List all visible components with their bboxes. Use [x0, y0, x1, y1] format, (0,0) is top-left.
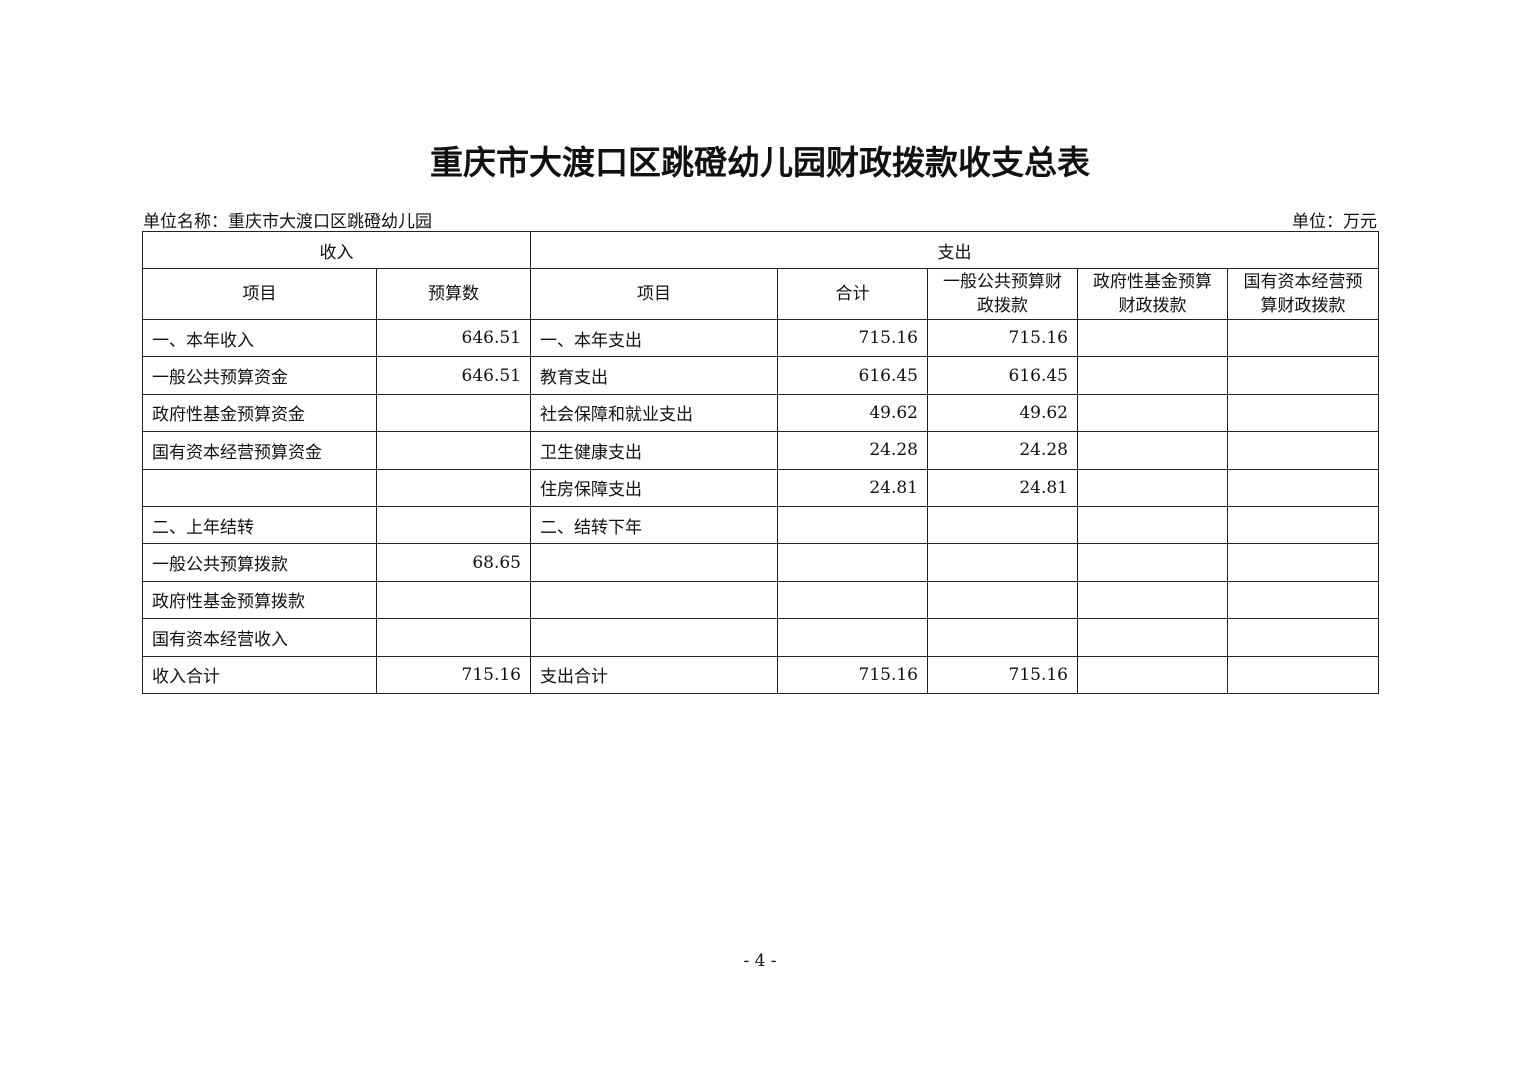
column-header: 合计 [777, 268, 928, 320]
page-number: - 4 - [743, 951, 777, 971]
column-header: 项目 [142, 268, 377, 320]
budget-summary-table: 收入 支出 项目 预算数 项目 合计 一般公共预算财政拨款 政府性基金预算财政拨… [142, 231, 1380, 694]
table-cell [142, 468, 377, 507]
table-cell [376, 580, 531, 620]
table-cell: 616.45 [777, 356, 928, 395]
table-cell: 715.16 [376, 655, 531, 694]
table-cell [1077, 543, 1228, 582]
column-header-row: 项目 预算数 项目 合计 一般公共预算财政拨款 政府性基金预算财政拨款 国有资本… [142, 268, 1380, 320]
table-row: 政府性基金预算资金 社会保障和就业支出 49.62 49.62 [142, 393, 1380, 433]
table-row: 国有资本经营收入 [142, 618, 1380, 657]
table-cell [1226, 505, 1380, 545]
table-cell: 政府性基金预算拨款 [142, 580, 377, 620]
table-cell: 715.16 [927, 318, 1078, 358]
table-cell [1077, 318, 1228, 358]
table-cell [530, 618, 778, 657]
table-cell [1077, 505, 1228, 545]
column-header: 项目 [530, 268, 778, 320]
table-cell: 一、本年收入 [142, 318, 377, 358]
table-cell [1077, 468, 1228, 507]
table-cell: 646.51 [376, 356, 531, 395]
table-cell [777, 543, 928, 582]
table-cell [1226, 431, 1380, 470]
table-cell [376, 393, 531, 433]
expense-group-header: 支出 [529, 231, 1380, 269]
table-cell: 68.65 [376, 543, 531, 582]
table-cell [927, 580, 1078, 620]
table-cell: 一般公共预算拨款 [142, 543, 377, 582]
table-cell: 49.62 [777, 393, 928, 433]
table-row: 国有资本经营预算资金 卫生健康支出 24.28 24.28 [142, 431, 1380, 470]
table-cell [1226, 393, 1380, 433]
table-cell: 收入合计 [142, 655, 377, 694]
table-row: 一般公共预算资金 646.51 教育支出 616.45 616.45 [142, 356, 1380, 395]
table-row: 收入合计 715.16 支出合计 715.16 715.16 [142, 655, 1380, 694]
page-title: 重庆市大渡口区跳磴幼儿园财政拨款收支总表 [430, 143, 1090, 182]
currency-unit-label: 单位：万元 [1292, 212, 1377, 232]
table-cell [927, 543, 1078, 582]
table-cell [1226, 618, 1380, 657]
table-cell [777, 580, 928, 620]
column-header: 预算数 [376, 268, 531, 320]
table-cell [1226, 580, 1380, 620]
table-cell [376, 505, 531, 545]
table-cell [376, 468, 531, 507]
table-cell [1226, 356, 1380, 395]
table-cell: 教育支出 [530, 356, 778, 395]
table-cell: 49.62 [927, 393, 1078, 433]
table-cell: 卫生健康支出 [530, 431, 778, 470]
table-cell: 24.81 [927, 468, 1078, 507]
table-cell: 国有资本经营预算资金 [142, 431, 377, 470]
income-group-header: 收入 [142, 231, 531, 269]
table-cell [1226, 543, 1380, 582]
table-row: 一般公共预算拨款 68.65 [142, 543, 1380, 582]
table-cell: 社会保障和就业支出 [530, 393, 778, 433]
table-cell [1226, 655, 1380, 694]
table-cell [927, 618, 1078, 657]
table-cell [1226, 318, 1380, 358]
table-cell [1077, 431, 1228, 470]
group-header-row: 收入 支出 [142, 231, 1380, 269]
table-cell: 二、上年结转 [142, 505, 377, 545]
table-cell [1226, 468, 1380, 507]
table-cell: 24.81 [777, 468, 928, 507]
table-cell [1077, 580, 1228, 620]
table-cell: 715.16 [777, 655, 928, 694]
table-cell [530, 543, 778, 582]
table-cell [1077, 655, 1228, 694]
table-cell: 616.45 [927, 356, 1078, 395]
table-row: 住房保障支出 24.81 24.81 [142, 468, 1380, 507]
table-cell [1077, 356, 1228, 395]
unit-name-label: 单位名称：重庆市大渡口区跳磴幼儿园 [143, 212, 432, 232]
table-row: 二、上年结转 二、结转下年 [142, 505, 1380, 545]
table-cell: 24.28 [927, 431, 1078, 470]
table-cell [777, 505, 928, 545]
table-cell: 715.16 [777, 318, 928, 358]
table-cell: 政府性基金预算资金 [142, 393, 377, 433]
table-cell: 住房保障支出 [530, 468, 778, 507]
table-cell: 24.28 [777, 431, 928, 470]
table-cell: 一般公共预算资金 [142, 356, 377, 395]
table-cell [927, 505, 1078, 545]
table-row: 政府性基金预算拨款 [142, 580, 1380, 620]
table-cell [376, 431, 531, 470]
table-cell [530, 580, 778, 620]
table-cell [777, 618, 928, 657]
table-cell: 一、本年支出 [530, 318, 778, 358]
table-cell: 国有资本经营收入 [142, 618, 377, 657]
table-cell: 715.16 [927, 655, 1078, 694]
table-cell: 646.51 [376, 318, 531, 358]
column-header: 政府性基金预算财政拨款 [1077, 268, 1228, 320]
column-header: 国有资本经营预算财政拨款 [1226, 268, 1380, 320]
table-cell: 二、结转下年 [530, 505, 778, 545]
table-cell [376, 618, 531, 657]
table-cell [1077, 618, 1228, 657]
table-row: 一、本年收入 646.51 一、本年支出 715.16 715.16 [142, 318, 1380, 358]
column-header: 一般公共预算财政拨款 [927, 268, 1078, 320]
table-cell: 支出合计 [530, 655, 778, 694]
table-cell [1077, 393, 1228, 433]
